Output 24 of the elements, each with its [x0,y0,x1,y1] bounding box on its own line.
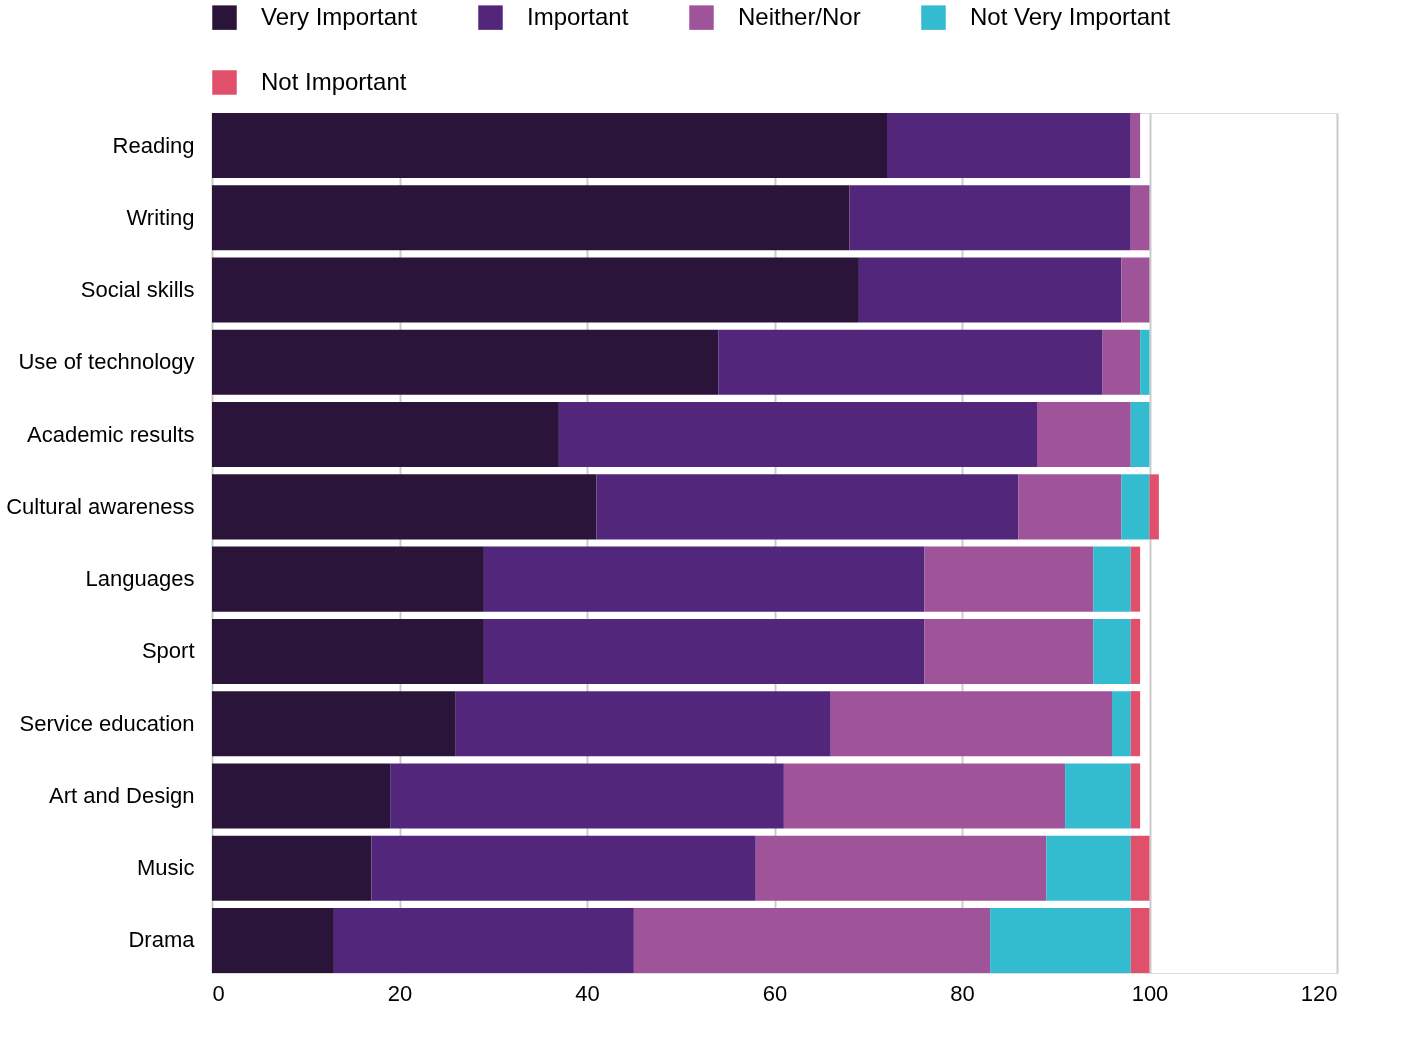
legend-label: Not Very Important [970,2,1171,30]
y-tick-label: Social skills [80,277,195,303]
y-tick-label: Cultural awareness [6,493,195,519]
x-tick-label: 40 [575,980,600,1006]
legend-label: Very Important [261,2,418,30]
y-tick-label: Use of technology [18,349,195,375]
y-tick-label: Academic results [26,421,195,447]
y-tick-label: Art and Design [48,782,195,808]
legend-label: Important [527,2,629,30]
legend-label: Neither/Nor [738,2,861,30]
y-tick-label: Reading [112,132,195,158]
x-tick-label: 100 [1131,980,1169,1006]
legend-label: Not Important [261,67,407,95]
y-tick-label: Drama [128,927,196,953]
x-tick-label: 80 [950,980,975,1006]
y-tick-label: Service education [19,710,195,736]
y-tick-label: Sport [141,638,195,664]
x-tick-label: 60 [762,980,788,1006]
y-tick-label: Music [137,855,195,881]
x-tick-label: 120 [1300,980,1338,1006]
y-tick-label: Languages [85,566,195,592]
x-tick-label: 20 [387,980,413,1006]
x-tick-label: 0 [212,980,225,1006]
y-tick-label: Writing [126,204,195,230]
